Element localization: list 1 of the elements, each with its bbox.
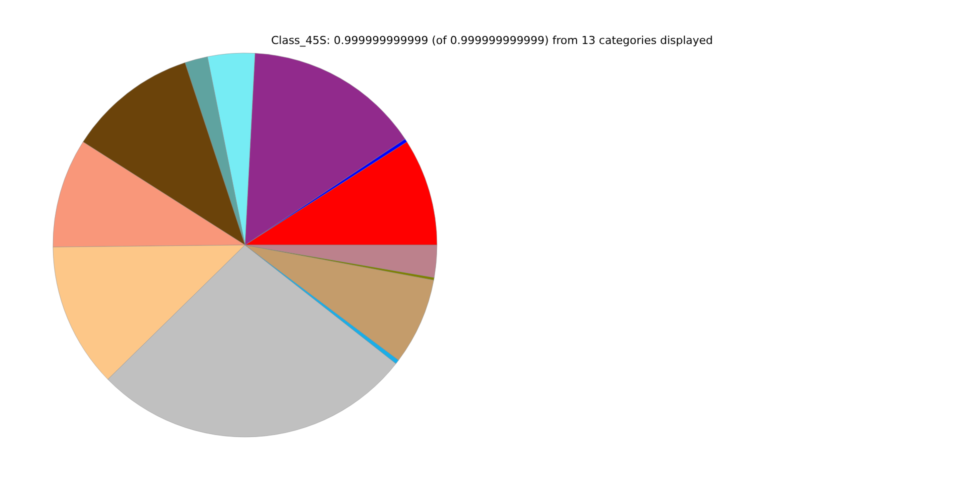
text: Class_45S: 0.999999999999 (of 0.999999999999) from 13 categories displayed (271, 34, 713, 47)
